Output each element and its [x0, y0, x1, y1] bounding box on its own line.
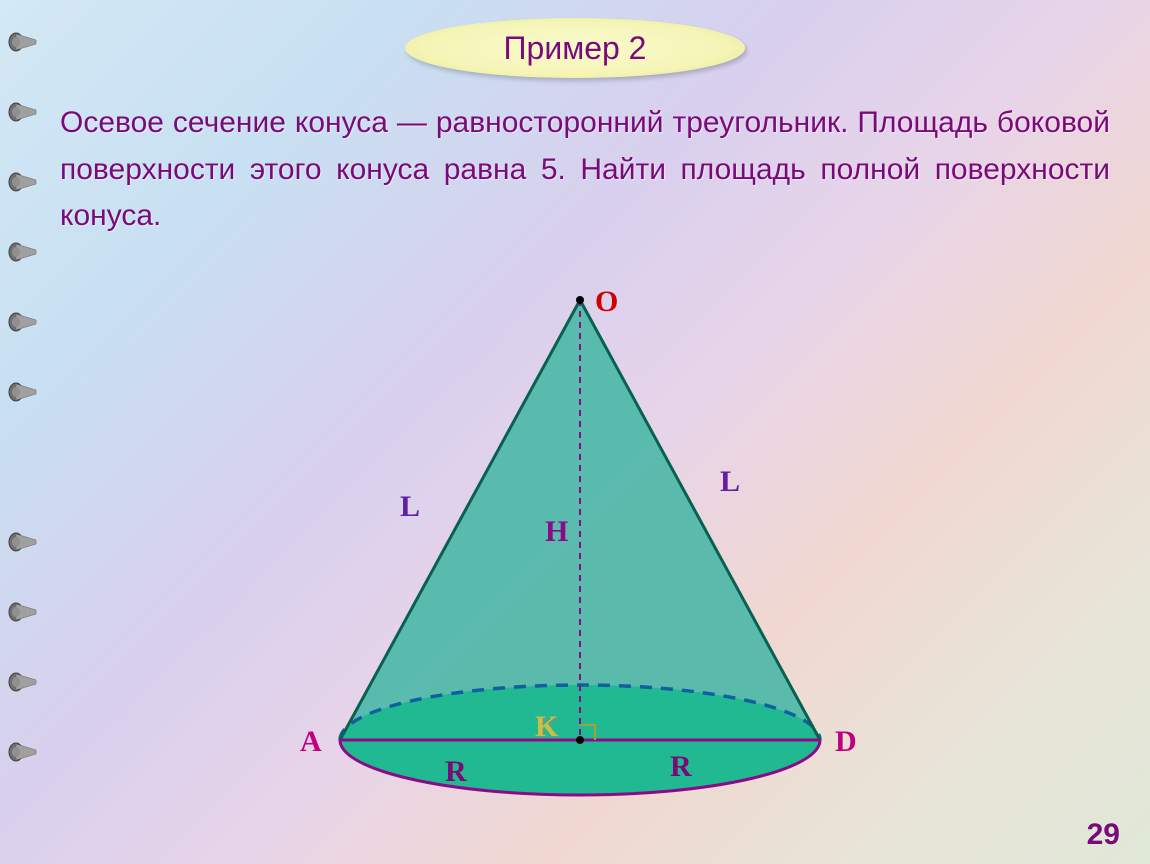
bullet-icon: [8, 30, 40, 54]
bullet-icon: [8, 740, 40, 764]
bullet-icon: [8, 530, 40, 554]
label-slant-L-left: L: [400, 490, 420, 524]
bullet-icon: [8, 170, 40, 194]
label-apex-O: O: [595, 285, 618, 319]
label-height-H: H: [545, 515, 568, 549]
cone-diagram: O L L H A D K R R: [260, 290, 900, 830]
label-radius-R-left: R: [445, 755, 467, 789]
bullet-icon: [8, 240, 40, 264]
bullet-icon: [8, 310, 40, 334]
bullet-icon: [8, 670, 40, 694]
label-center-K: K: [535, 710, 558, 744]
label-radius-R-right: R: [670, 750, 692, 784]
label-base-D: D: [835, 725, 857, 759]
bullet-icon: [8, 380, 40, 404]
bullet-icon: [8, 100, 40, 124]
bullet-icon: [8, 600, 40, 624]
problem-statement: Осевое сечение конуса — равносторонний т…: [60, 100, 1110, 240]
title-badge: Пример 2: [405, 18, 745, 78]
label-base-A: A: [300, 725, 322, 759]
slide-title: Пример 2: [504, 30, 647, 67]
label-slant-L-right: L: [720, 465, 740, 499]
page-number: 29: [1087, 818, 1120, 852]
